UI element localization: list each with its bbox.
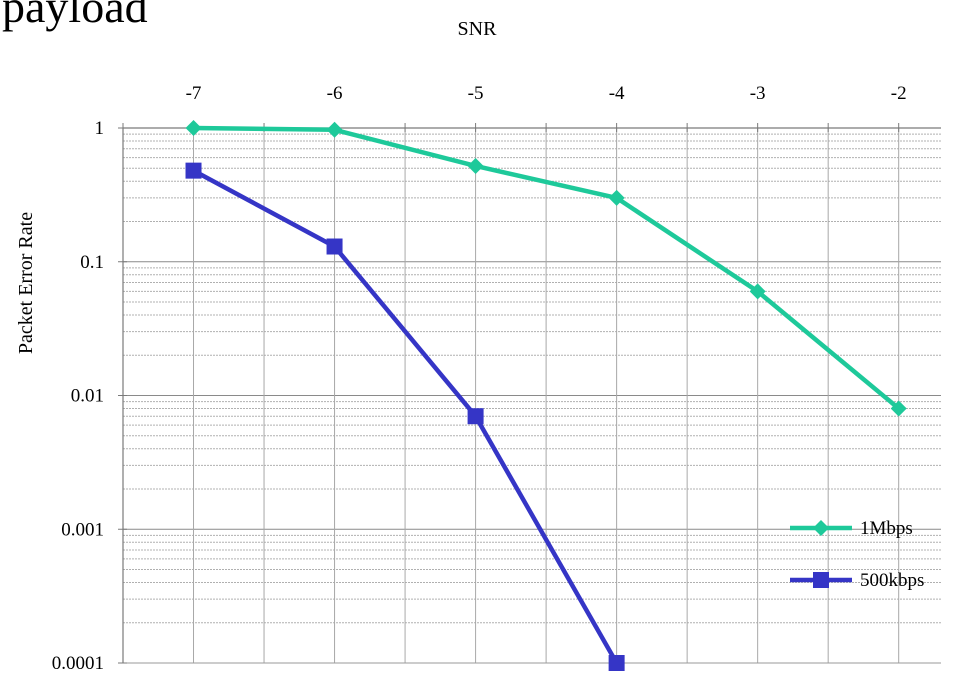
y-tick-label: 1 [95, 118, 105, 139]
series-layer [185, 120, 907, 671]
x-tick-labels: -7 -6 -5 -4 -3 -2 [186, 83, 907, 104]
data-point [326, 238, 343, 255]
data-point [185, 162, 202, 179]
legend-item: 500kbps [790, 570, 924, 591]
data-point [608, 189, 625, 206]
series-1 [185, 162, 625, 671]
series-line [193, 125, 901, 411]
chart-title: payload [2, 0, 148, 32]
x-tick-label: -2 [891, 83, 907, 104]
x-axis-title: SNR [458, 18, 498, 40]
y-tick-label: 0.001 [61, 519, 104, 540]
data-point [749, 283, 766, 300]
y-tick-label: 0.1 [80, 252, 104, 273]
legend-label: 500kbps [860, 570, 924, 591]
series-0 [185, 120, 907, 417]
y-tick-label: 0.0001 [52, 653, 104, 674]
data-point [890, 400, 907, 417]
series-line [192, 168, 619, 665]
legend-item: 1Mbps [790, 518, 913, 539]
data-point [467, 408, 484, 425]
data-point [608, 655, 625, 671]
x-tick-label: -5 [468, 83, 484, 104]
x-tick-label: -4 [609, 83, 625, 104]
y-tick-label: 0.01 [71, 386, 104, 407]
x-tick-label: -7 [186, 83, 202, 104]
x-tick-label: -6 [327, 83, 343, 104]
legend-label: 1Mbps [860, 518, 913, 539]
legend-marker [813, 572, 829, 588]
y-axis-title: Packet Error Rate [15, 212, 37, 354]
data-point [467, 157, 484, 174]
data-point [326, 121, 343, 138]
legend: 1Mbps 500kbps [790, 518, 924, 591]
y-tick-labels: 1 0.1 0.01 0.001 0.0001 [52, 118, 104, 674]
data-point [185, 120, 202, 136]
x-tick-label: -3 [750, 83, 766, 104]
legend-marker [813, 520, 829, 536]
